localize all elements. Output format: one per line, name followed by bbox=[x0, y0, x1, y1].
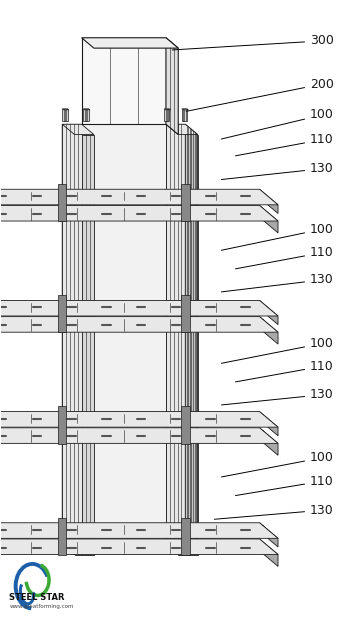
Polygon shape bbox=[164, 109, 169, 121]
Text: 110: 110 bbox=[235, 246, 334, 269]
Polygon shape bbox=[0, 428, 278, 443]
Polygon shape bbox=[0, 303, 263, 311]
Polygon shape bbox=[185, 124, 198, 555]
Polygon shape bbox=[181, 184, 190, 221]
Polygon shape bbox=[58, 407, 66, 444]
Polygon shape bbox=[0, 523, 278, 539]
Polygon shape bbox=[62, 109, 67, 121]
Polygon shape bbox=[166, 124, 198, 134]
Polygon shape bbox=[259, 300, 278, 324]
Polygon shape bbox=[82, 124, 166, 544]
Text: www.greatforming.com: www.greatforming.com bbox=[10, 604, 74, 610]
Polygon shape bbox=[181, 295, 190, 332]
Text: 100: 100 bbox=[221, 223, 334, 250]
Polygon shape bbox=[259, 412, 278, 436]
Polygon shape bbox=[181, 407, 190, 444]
Polygon shape bbox=[74, 134, 94, 555]
Polygon shape bbox=[0, 189, 278, 205]
Polygon shape bbox=[0, 412, 278, 427]
Polygon shape bbox=[83, 109, 89, 121]
Polygon shape bbox=[0, 319, 263, 331]
Polygon shape bbox=[259, 206, 278, 233]
Polygon shape bbox=[0, 539, 278, 555]
Polygon shape bbox=[82, 38, 166, 124]
Polygon shape bbox=[0, 300, 278, 316]
Polygon shape bbox=[166, 124, 185, 544]
Polygon shape bbox=[0, 192, 263, 201]
Text: 110: 110 bbox=[235, 360, 334, 382]
Polygon shape bbox=[259, 189, 278, 214]
Polygon shape bbox=[259, 428, 278, 455]
Text: 130: 130 bbox=[221, 162, 334, 180]
Text: 200: 200 bbox=[186, 77, 334, 111]
Polygon shape bbox=[164, 109, 171, 110]
Text: 110: 110 bbox=[235, 475, 334, 496]
Polygon shape bbox=[259, 317, 278, 344]
Text: 100: 100 bbox=[221, 108, 334, 139]
Polygon shape bbox=[62, 124, 82, 544]
Polygon shape bbox=[0, 208, 263, 220]
Polygon shape bbox=[0, 430, 263, 443]
Polygon shape bbox=[58, 517, 66, 555]
Polygon shape bbox=[0, 206, 278, 221]
Polygon shape bbox=[182, 109, 187, 121]
Polygon shape bbox=[0, 414, 263, 423]
Text: 100: 100 bbox=[221, 337, 334, 363]
Polygon shape bbox=[181, 517, 190, 555]
Polygon shape bbox=[0, 526, 263, 534]
Text: 100: 100 bbox=[221, 451, 334, 477]
Polygon shape bbox=[62, 124, 94, 134]
Text: 110: 110 bbox=[235, 133, 334, 156]
Polygon shape bbox=[166, 38, 178, 134]
Polygon shape bbox=[82, 38, 178, 48]
Polygon shape bbox=[62, 109, 69, 110]
Polygon shape bbox=[0, 542, 263, 553]
Polygon shape bbox=[182, 109, 189, 110]
Polygon shape bbox=[83, 109, 90, 110]
Text: 300: 300 bbox=[172, 34, 334, 50]
Polygon shape bbox=[62, 124, 74, 555]
Polygon shape bbox=[259, 523, 278, 547]
Text: STEEL STAR: STEEL STAR bbox=[10, 593, 65, 602]
Polygon shape bbox=[58, 184, 66, 221]
Polygon shape bbox=[178, 134, 198, 555]
Text: 130: 130 bbox=[221, 274, 334, 292]
Polygon shape bbox=[58, 295, 66, 332]
Polygon shape bbox=[259, 539, 278, 566]
Text: 130: 130 bbox=[221, 388, 334, 405]
Polygon shape bbox=[0, 317, 278, 332]
Text: 130: 130 bbox=[214, 504, 334, 519]
